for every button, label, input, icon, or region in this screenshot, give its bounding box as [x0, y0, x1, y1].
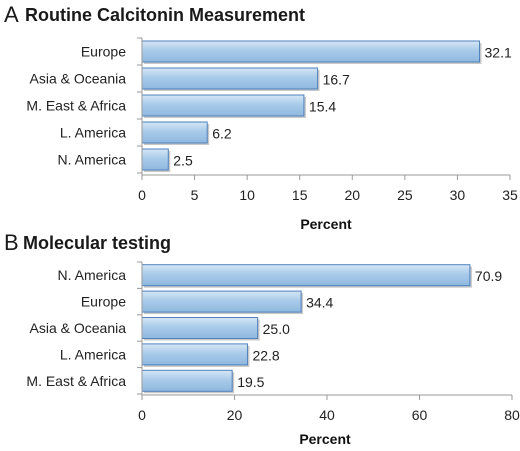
panel-a-letter: A — [4, 2, 19, 27]
category-label: L. America — [60, 125, 126, 141]
data-label: 25.0 — [263, 321, 290, 337]
bar — [141, 369, 233, 392]
x-tick-label: 20 — [227, 407, 243, 423]
x-tick-label: 0 — [138, 407, 146, 423]
panel-b-letter: B — [4, 230, 19, 255]
panel-b: B Molecular testing N. America 70.9 Europe… — [4, 230, 520, 447]
data-label: 16.7 — [323, 72, 350, 88]
data-label: 22.8 — [252, 347, 279, 363]
data-label: 32.1 — [485, 45, 512, 61]
bar — [141, 121, 208, 144]
panel-b-plot: N. America 70.9 Europe 34.4 Asia & Oceania 25… — [26, 261, 520, 423]
panel-a-title: Routine Calcitonin Measurement — [25, 5, 305, 25]
x-tick-label: 0 — [138, 187, 146, 203]
bar — [141, 317, 259, 339]
bar — [141, 343, 248, 366]
data-label: 34.4 — [306, 295, 333, 311]
panel-a-x-axis-label: Percent — [300, 216, 352, 232]
panel-b-title: Molecular testing — [23, 233, 171, 253]
data-label: 19.5 — [237, 374, 264, 390]
bar — [141, 290, 302, 313]
x-tick-label: 60 — [412, 407, 428, 423]
category-label: Asia & Oceania — [30, 71, 127, 87]
x-tick-label: 5 — [191, 187, 199, 203]
category-label: Europe — [81, 294, 126, 310]
panel-b-x-axis-label: Percent — [299, 431, 351, 447]
x-tick-label: 40 — [319, 407, 335, 423]
data-label: 6.2 — [212, 126, 232, 142]
data-label: 2.5 — [173, 153, 193, 169]
x-tick-label: 30 — [450, 187, 466, 203]
category-label: N. America — [58, 267, 127, 283]
category-label: Europe — [81, 44, 126, 60]
data-label: 70.9 — [475, 268, 502, 284]
data-label: 15.4 — [309, 99, 336, 115]
bar — [141, 94, 305, 117]
bar — [141, 264, 471, 287]
panel-a-plot: Europe 32.1 Asia & Oceania 16.7 M. East & Af… — [26, 37, 518, 203]
bar — [141, 148, 169, 171]
x-tick-label: 15 — [292, 187, 308, 203]
category-label: M. East & Africa — [26, 373, 126, 389]
category-label: L. America — [60, 346, 126, 362]
x-tick-label: 20 — [344, 187, 360, 203]
x-tick-label: 10 — [239, 187, 255, 203]
x-tick-label: 25 — [397, 187, 413, 203]
category-label: M. East & Africa — [26, 98, 126, 114]
x-tick-label: 35 — [502, 187, 518, 203]
category-label: Asia & Oceania — [30, 320, 127, 336]
bar — [141, 40, 481, 63]
panel-a: A Routine Calcitonin Measurement Europe 3… — [4, 2, 518, 232]
bar — [141, 67, 319, 90]
category-label: N. America — [58, 152, 127, 168]
x-tick-label: 80 — [504, 407, 520, 423]
